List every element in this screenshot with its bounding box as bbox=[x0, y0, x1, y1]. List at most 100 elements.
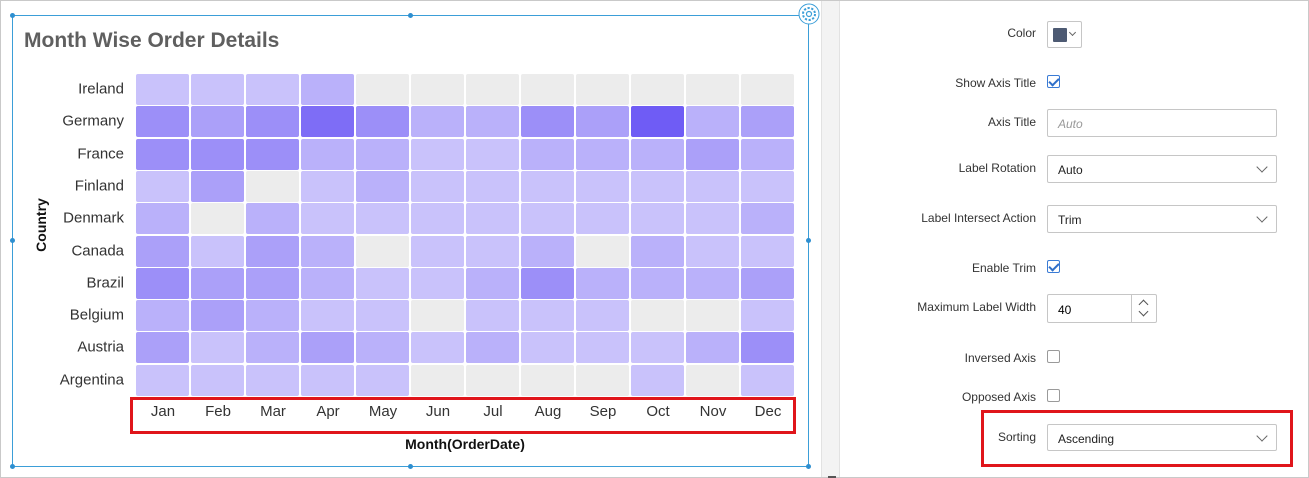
heatmap-cell[interactable] bbox=[191, 267, 244, 299]
heatmap-cell[interactable] bbox=[631, 106, 684, 138]
heatmap-cell[interactable] bbox=[466, 170, 519, 202]
heatmap-cell[interactable] bbox=[466, 74, 519, 105]
heatmap-cell[interactable] bbox=[246, 170, 299, 202]
resize-handle-left[interactable] bbox=[10, 238, 15, 243]
heatmap-cell[interactable] bbox=[466, 235, 519, 267]
heatmap-cell[interactable] bbox=[631, 300, 684, 332]
heatmap-cell[interactable] bbox=[466, 106, 519, 138]
heatmap-cell[interactable] bbox=[301, 106, 354, 138]
heatmap-cell[interactable] bbox=[136, 203, 189, 235]
heatmap-cell[interactable] bbox=[411, 235, 464, 267]
panel-divider-scrollbar[interactable] bbox=[821, 1, 840, 477]
chevron-down-icon[interactable] bbox=[1138, 306, 1149, 317]
heatmap-cell[interactable] bbox=[356, 364, 409, 396]
heatmap-cell[interactable] bbox=[576, 170, 629, 202]
heatmap-cell[interactable] bbox=[191, 138, 244, 170]
heatmap-cell[interactable] bbox=[521, 106, 574, 138]
opposed-axis-checkbox[interactable] bbox=[1047, 389, 1060, 402]
heatmap-cell[interactable] bbox=[741, 138, 794, 170]
heatmap-cell[interactable] bbox=[576, 235, 629, 267]
heatmap-cell[interactable] bbox=[741, 203, 794, 235]
resize-handle-top[interactable] bbox=[408, 13, 413, 18]
heatmap-cell[interactable] bbox=[686, 332, 739, 364]
heatmap-cell[interactable] bbox=[136, 74, 189, 105]
heatmap-cell[interactable] bbox=[741, 267, 794, 299]
heatmap-cell[interactable] bbox=[466, 300, 519, 332]
heatmap-cell[interactable] bbox=[356, 203, 409, 235]
heatmap-cell[interactable] bbox=[356, 170, 409, 202]
heatmap-cell[interactable] bbox=[631, 138, 684, 170]
heatmap-cell[interactable] bbox=[631, 170, 684, 202]
heatmap-cell[interactable] bbox=[191, 106, 244, 138]
heatmap-cell[interactable] bbox=[246, 364, 299, 396]
heatmap-cell[interactable] bbox=[411, 267, 464, 299]
heatmap-cell[interactable] bbox=[411, 364, 464, 396]
heatmap-cell[interactable] bbox=[741, 170, 794, 202]
heatmap-cell[interactable] bbox=[686, 364, 739, 396]
heatmap-cell[interactable] bbox=[741, 74, 794, 105]
heatmap-cell[interactable] bbox=[136, 235, 189, 267]
heatmap-cell[interactable] bbox=[191, 235, 244, 267]
max-label-width-input[interactable]: 40 bbox=[1047, 294, 1157, 323]
resize-handle-bottom-left[interactable] bbox=[10, 464, 15, 469]
enable-trim-checkbox[interactable] bbox=[1047, 260, 1060, 273]
heatmap-cell[interactable] bbox=[631, 235, 684, 267]
heatmap-cell[interactable] bbox=[466, 332, 519, 364]
heatmap-cell[interactable] bbox=[301, 138, 354, 170]
heatmap-cell[interactable] bbox=[136, 300, 189, 332]
heatmap-cell[interactable] bbox=[356, 235, 409, 267]
heatmap-cell[interactable] bbox=[191, 170, 244, 202]
heatmap-cell[interactable] bbox=[521, 267, 574, 299]
heatmap-cell[interactable] bbox=[301, 203, 354, 235]
heatmap-cell[interactable] bbox=[246, 267, 299, 299]
heatmap-cell[interactable] bbox=[411, 203, 464, 235]
heatmap-cell[interactable] bbox=[521, 74, 574, 105]
heatmap-cell[interactable] bbox=[521, 235, 574, 267]
heatmap-cell[interactable] bbox=[466, 267, 519, 299]
heatmap-cell[interactable] bbox=[191, 203, 244, 235]
heatmap-cell[interactable] bbox=[686, 106, 739, 138]
heatmap-cell[interactable] bbox=[686, 138, 739, 170]
heatmap-cell[interactable] bbox=[521, 138, 574, 170]
heatmap-cell[interactable] bbox=[191, 364, 244, 396]
heatmap-cell[interactable] bbox=[191, 74, 244, 105]
heatmap-cell[interactable] bbox=[631, 203, 684, 235]
heatmap-cell[interactable] bbox=[411, 332, 464, 364]
heatmap-cell[interactable] bbox=[136, 364, 189, 396]
heatmap-cell[interactable] bbox=[356, 300, 409, 332]
heatmap-cell[interactable] bbox=[246, 74, 299, 105]
heatmap-cell[interactable] bbox=[356, 267, 409, 299]
label-intersect-dropdown[interactable]: Trim bbox=[1047, 205, 1277, 233]
heatmap-cell[interactable] bbox=[301, 332, 354, 364]
axis-title-input[interactable]: Auto bbox=[1047, 109, 1277, 137]
heatmap-cell[interactable] bbox=[521, 203, 574, 235]
heatmap-cell[interactable] bbox=[246, 138, 299, 170]
heatmap-cell[interactable] bbox=[686, 235, 739, 267]
heatmap-cell[interactable] bbox=[686, 203, 739, 235]
heatmap-cell[interactable] bbox=[521, 300, 574, 332]
heatmap-cell[interactable] bbox=[576, 364, 629, 396]
heatmap-cell[interactable] bbox=[136, 267, 189, 299]
heatmap-cell[interactable] bbox=[356, 138, 409, 170]
heatmap-cell[interactable] bbox=[631, 267, 684, 299]
heatmap-cell[interactable] bbox=[246, 300, 299, 332]
resize-handle-bottom[interactable] bbox=[408, 464, 413, 469]
heatmap-cell[interactable] bbox=[521, 364, 574, 396]
heatmap-cell[interactable] bbox=[576, 74, 629, 105]
heatmap-cell[interactable] bbox=[466, 364, 519, 396]
heatmap-cell[interactable] bbox=[191, 332, 244, 364]
heatmap-cell[interactable] bbox=[741, 106, 794, 138]
heatmap-cell[interactable] bbox=[246, 235, 299, 267]
heatmap-cell[interactable] bbox=[411, 138, 464, 170]
heatmap-cell[interactable] bbox=[356, 106, 409, 138]
heatmap-cell[interactable] bbox=[246, 332, 299, 364]
heatmap-cell[interactable] bbox=[301, 235, 354, 267]
inversed-axis-checkbox[interactable] bbox=[1047, 350, 1060, 363]
heatmap-cell[interactable] bbox=[466, 203, 519, 235]
heatmap-cell[interactable] bbox=[741, 235, 794, 267]
resize-handle-right[interactable] bbox=[806, 238, 811, 243]
heatmap-cell[interactable] bbox=[411, 74, 464, 105]
heatmap-cell[interactable] bbox=[521, 170, 574, 202]
heatmap-cell[interactable] bbox=[686, 267, 739, 299]
resize-handle-top-left[interactable] bbox=[10, 13, 15, 18]
